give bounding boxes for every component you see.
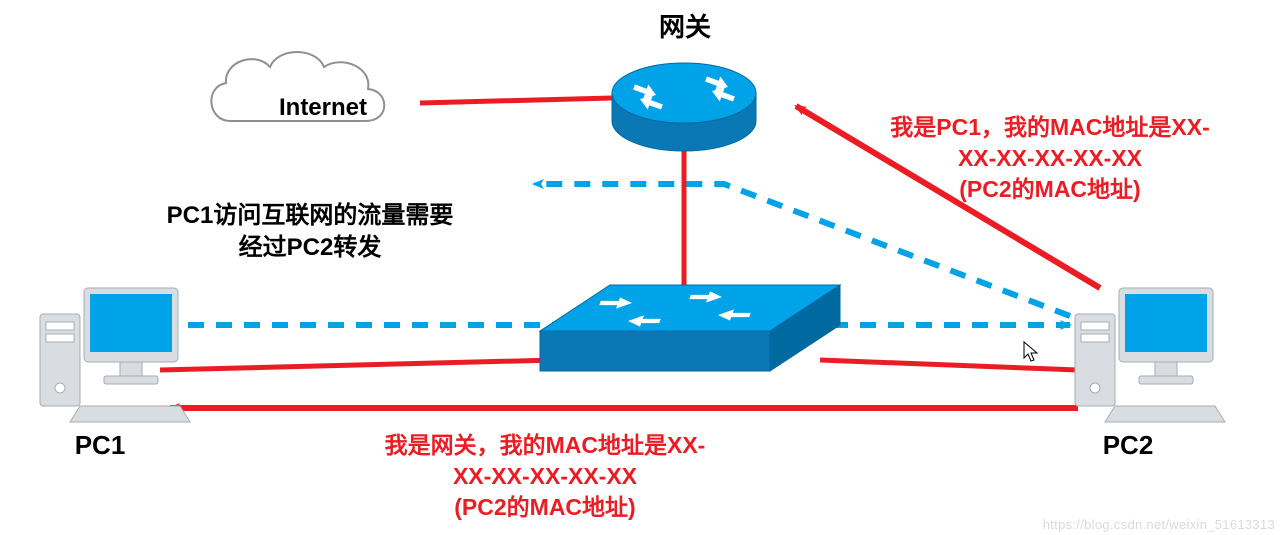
router-icon xyxy=(612,63,756,151)
link-cloud_right-router_left xyxy=(420,98,612,103)
gateway-label: 网关 xyxy=(635,10,735,45)
pc1-icon xyxy=(40,288,190,422)
switch-icon xyxy=(540,285,840,371)
dashed-note-label: PC1访问互联网的流量需要 经过PC2转发 xyxy=(100,200,520,265)
top-red-label: 我是PC1，我的MAC地址是XX- XX-XX-XX-XX-XX (PC2的MA… xyxy=(840,112,1260,205)
cursor-icon xyxy=(1024,342,1037,361)
watermark-text: https://blog.csdn.net/weixin_51613313 xyxy=(1043,517,1275,532)
internet-label: Internet xyxy=(253,92,393,124)
pc2-label: PC2 xyxy=(1083,428,1173,463)
link-switch_right-pc2_left xyxy=(820,360,1078,370)
pc2-icon xyxy=(1075,288,1225,422)
pc1-label: PC1 xyxy=(55,428,145,463)
bottom-red-label: 我是网关，我的MAC地址是XX- XX-XX-XX-XX-XX (PC2的MAC… xyxy=(330,430,760,523)
link-pc1_right-switch_left xyxy=(160,360,555,370)
